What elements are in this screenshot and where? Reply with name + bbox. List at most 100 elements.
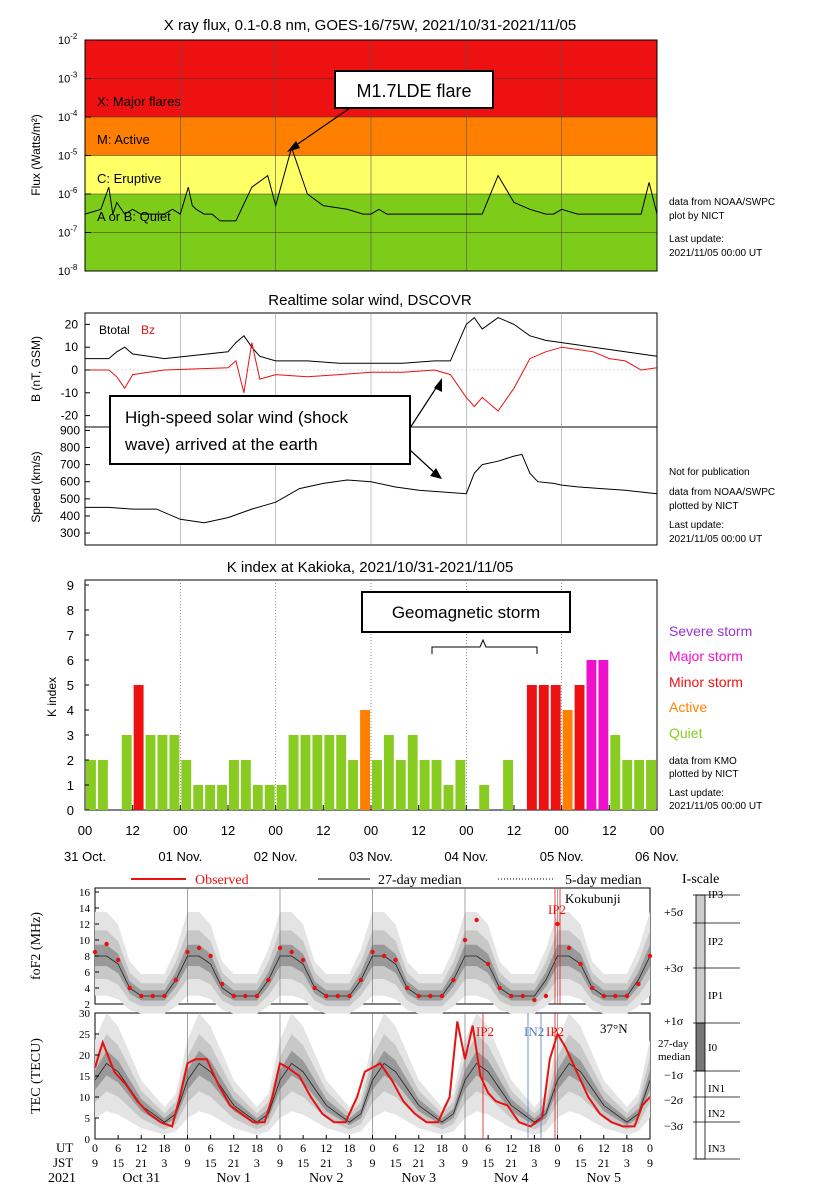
fof2-point — [196, 945, 202, 951]
k-xtick-label: 00 — [459, 823, 473, 838]
legend-severe: Severe storm — [669, 623, 752, 639]
jst-tick-label: 3 — [254, 1156, 260, 1170]
k-ytick-label: 1 — [67, 778, 74, 793]
fof2-point — [462, 937, 468, 943]
ut-tick-label: 0 — [555, 1141, 561, 1155]
tec-annotation-2: IN2 — [524, 1024, 544, 1039]
jst-tick-label: 15 — [297, 1156, 309, 1170]
fof2-point — [451, 977, 456, 983]
ut-tick-label: 12 — [228, 1141, 240, 1155]
iscale-in1: IN1 — [708, 1083, 725, 1095]
iscale-ip3: IP3 — [708, 889, 724, 901]
jst-tick-label: 9 — [555, 1156, 561, 1170]
jst-tick-label: 3 — [161, 1156, 167, 1170]
kindex-side-notes: data from KMO plotted by NICT Last updat… — [669, 756, 762, 812]
speed-ytick-label: 700 — [60, 458, 80, 472]
jst-tick-label: 21 — [228, 1156, 240, 1170]
fof2-point — [381, 953, 387, 959]
fof2-ytick-label: 8 — [85, 951, 91, 963]
fof2-observed-dots — [92, 917, 653, 1003]
xray-note-1: data from NOAA/SWPC — [669, 197, 775, 208]
jst-tick-label: 9 — [185, 1156, 191, 1170]
xray-note-4: 2021/11/05 00:00 UT — [669, 248, 762, 259]
k-bar — [538, 685, 549, 810]
k-bar — [431, 760, 442, 810]
k-xtick-label: 12 — [507, 823, 521, 838]
fof2-point — [139, 993, 144, 999]
ut-tick-label: 18 — [528, 1141, 540, 1155]
fof2-point — [127, 985, 132, 991]
fof2-point — [416, 993, 421, 999]
iscale-i0: I0 — [708, 1042, 718, 1054]
k-bar — [288, 735, 299, 810]
xray-flux-line — [84, 145, 658, 222]
jst-tick-label: 15 — [205, 1156, 217, 1170]
xray-band-c-label: C: Eruptive — [97, 171, 161, 186]
k-ytick-label: 2 — [67, 753, 74, 768]
k-bar — [634, 760, 645, 810]
iscale-title: I-scale — [682, 872, 719, 887]
k-bar — [240, 760, 251, 810]
jst-tick-label: 15 — [575, 1156, 587, 1170]
shock-callout-line2: wave) arrived at the earth — [124, 435, 318, 454]
kindex-grid — [179, 580, 563, 810]
k-bar — [157, 735, 168, 810]
fof2-point — [428, 993, 433, 999]
solarwind-title: Realtime solar wind, DSCOVR — [268, 292, 472, 309]
k-ytick-label: 7 — [67, 628, 74, 643]
fof2-point — [647, 953, 653, 959]
flare-callout: M1.7LDE flare — [287, 70, 494, 152]
tec-ytick-label: 0 — [85, 1134, 91, 1146]
ut-tick-label: 6 — [115, 1141, 121, 1155]
k-bar — [169, 735, 180, 810]
legend-btotal: Btotal — [99, 323, 130, 337]
ut-tick-label: 6 — [393, 1141, 399, 1155]
iono-legend: Observed 27-day median 5-day median — [131, 873, 642, 888]
tec-observed-line — [94, 1021, 651, 1128]
k-ytick-label: 9 — [67, 578, 74, 593]
flare-callout-text: M1.7LDE flare — [356, 81, 471, 101]
fof2-point — [300, 957, 306, 963]
speed-ytick-label: 400 — [60, 509, 80, 523]
fof2-27day-median-line — [95, 955, 651, 997]
year-label: 2021 — [48, 1171, 76, 1186]
fof2-point — [173, 977, 179, 983]
fof2-point — [231, 993, 236, 999]
iono-grid — [187, 888, 558, 1139]
k-bar — [264, 785, 275, 810]
tec-ytick-label: 25 — [79, 1029, 91, 1041]
ut-tick-label: 12 — [413, 1141, 425, 1155]
b-ytick-label: 10 — [65, 340, 79, 354]
fof2-point — [92, 949, 98, 955]
jst-label: JST — [53, 1155, 73, 1170]
ut-tick-label: 6 — [300, 1141, 306, 1155]
k-bar — [586, 660, 597, 810]
jst-tick-label: 9 — [92, 1156, 98, 1170]
fof2-point — [543, 993, 549, 999]
fof2-point — [150, 993, 155, 999]
fof2-point — [590, 985, 595, 991]
xray-band-m-label: M: Active — [97, 132, 150, 147]
tec-ytick-label: 20 — [79, 1050, 91, 1062]
k-bar — [97, 760, 108, 810]
k-ytick-label: 0 — [67, 803, 74, 818]
k-bar — [610, 735, 621, 810]
legend-active: Active — [669, 699, 707, 715]
speed-ylabel: Speed (km/s) — [29, 451, 43, 522]
day-label: Nov 2 — [309, 1171, 344, 1186]
k-bar — [181, 760, 192, 810]
k-bar — [145, 735, 156, 810]
tec-ytick-label: 15 — [79, 1071, 91, 1083]
station-label: Kokubunji — [565, 891, 621, 906]
ut-tick-label: 0 — [92, 1141, 98, 1155]
fof2-point — [185, 949, 190, 955]
jst-tick-label: 21 — [413, 1156, 425, 1170]
k-bar — [252, 785, 263, 810]
xray-ytick-label: 10-8 — [58, 263, 78, 278]
ut-tick-label: 0 — [370, 1141, 376, 1155]
fof2-point — [474, 917, 479, 923]
ut-tick-label: 6 — [485, 1141, 491, 1155]
k-note-1: data from KMO — [669, 756, 737, 767]
legend-27day: 27-day median — [378, 873, 462, 888]
k-bar — [300, 735, 311, 810]
